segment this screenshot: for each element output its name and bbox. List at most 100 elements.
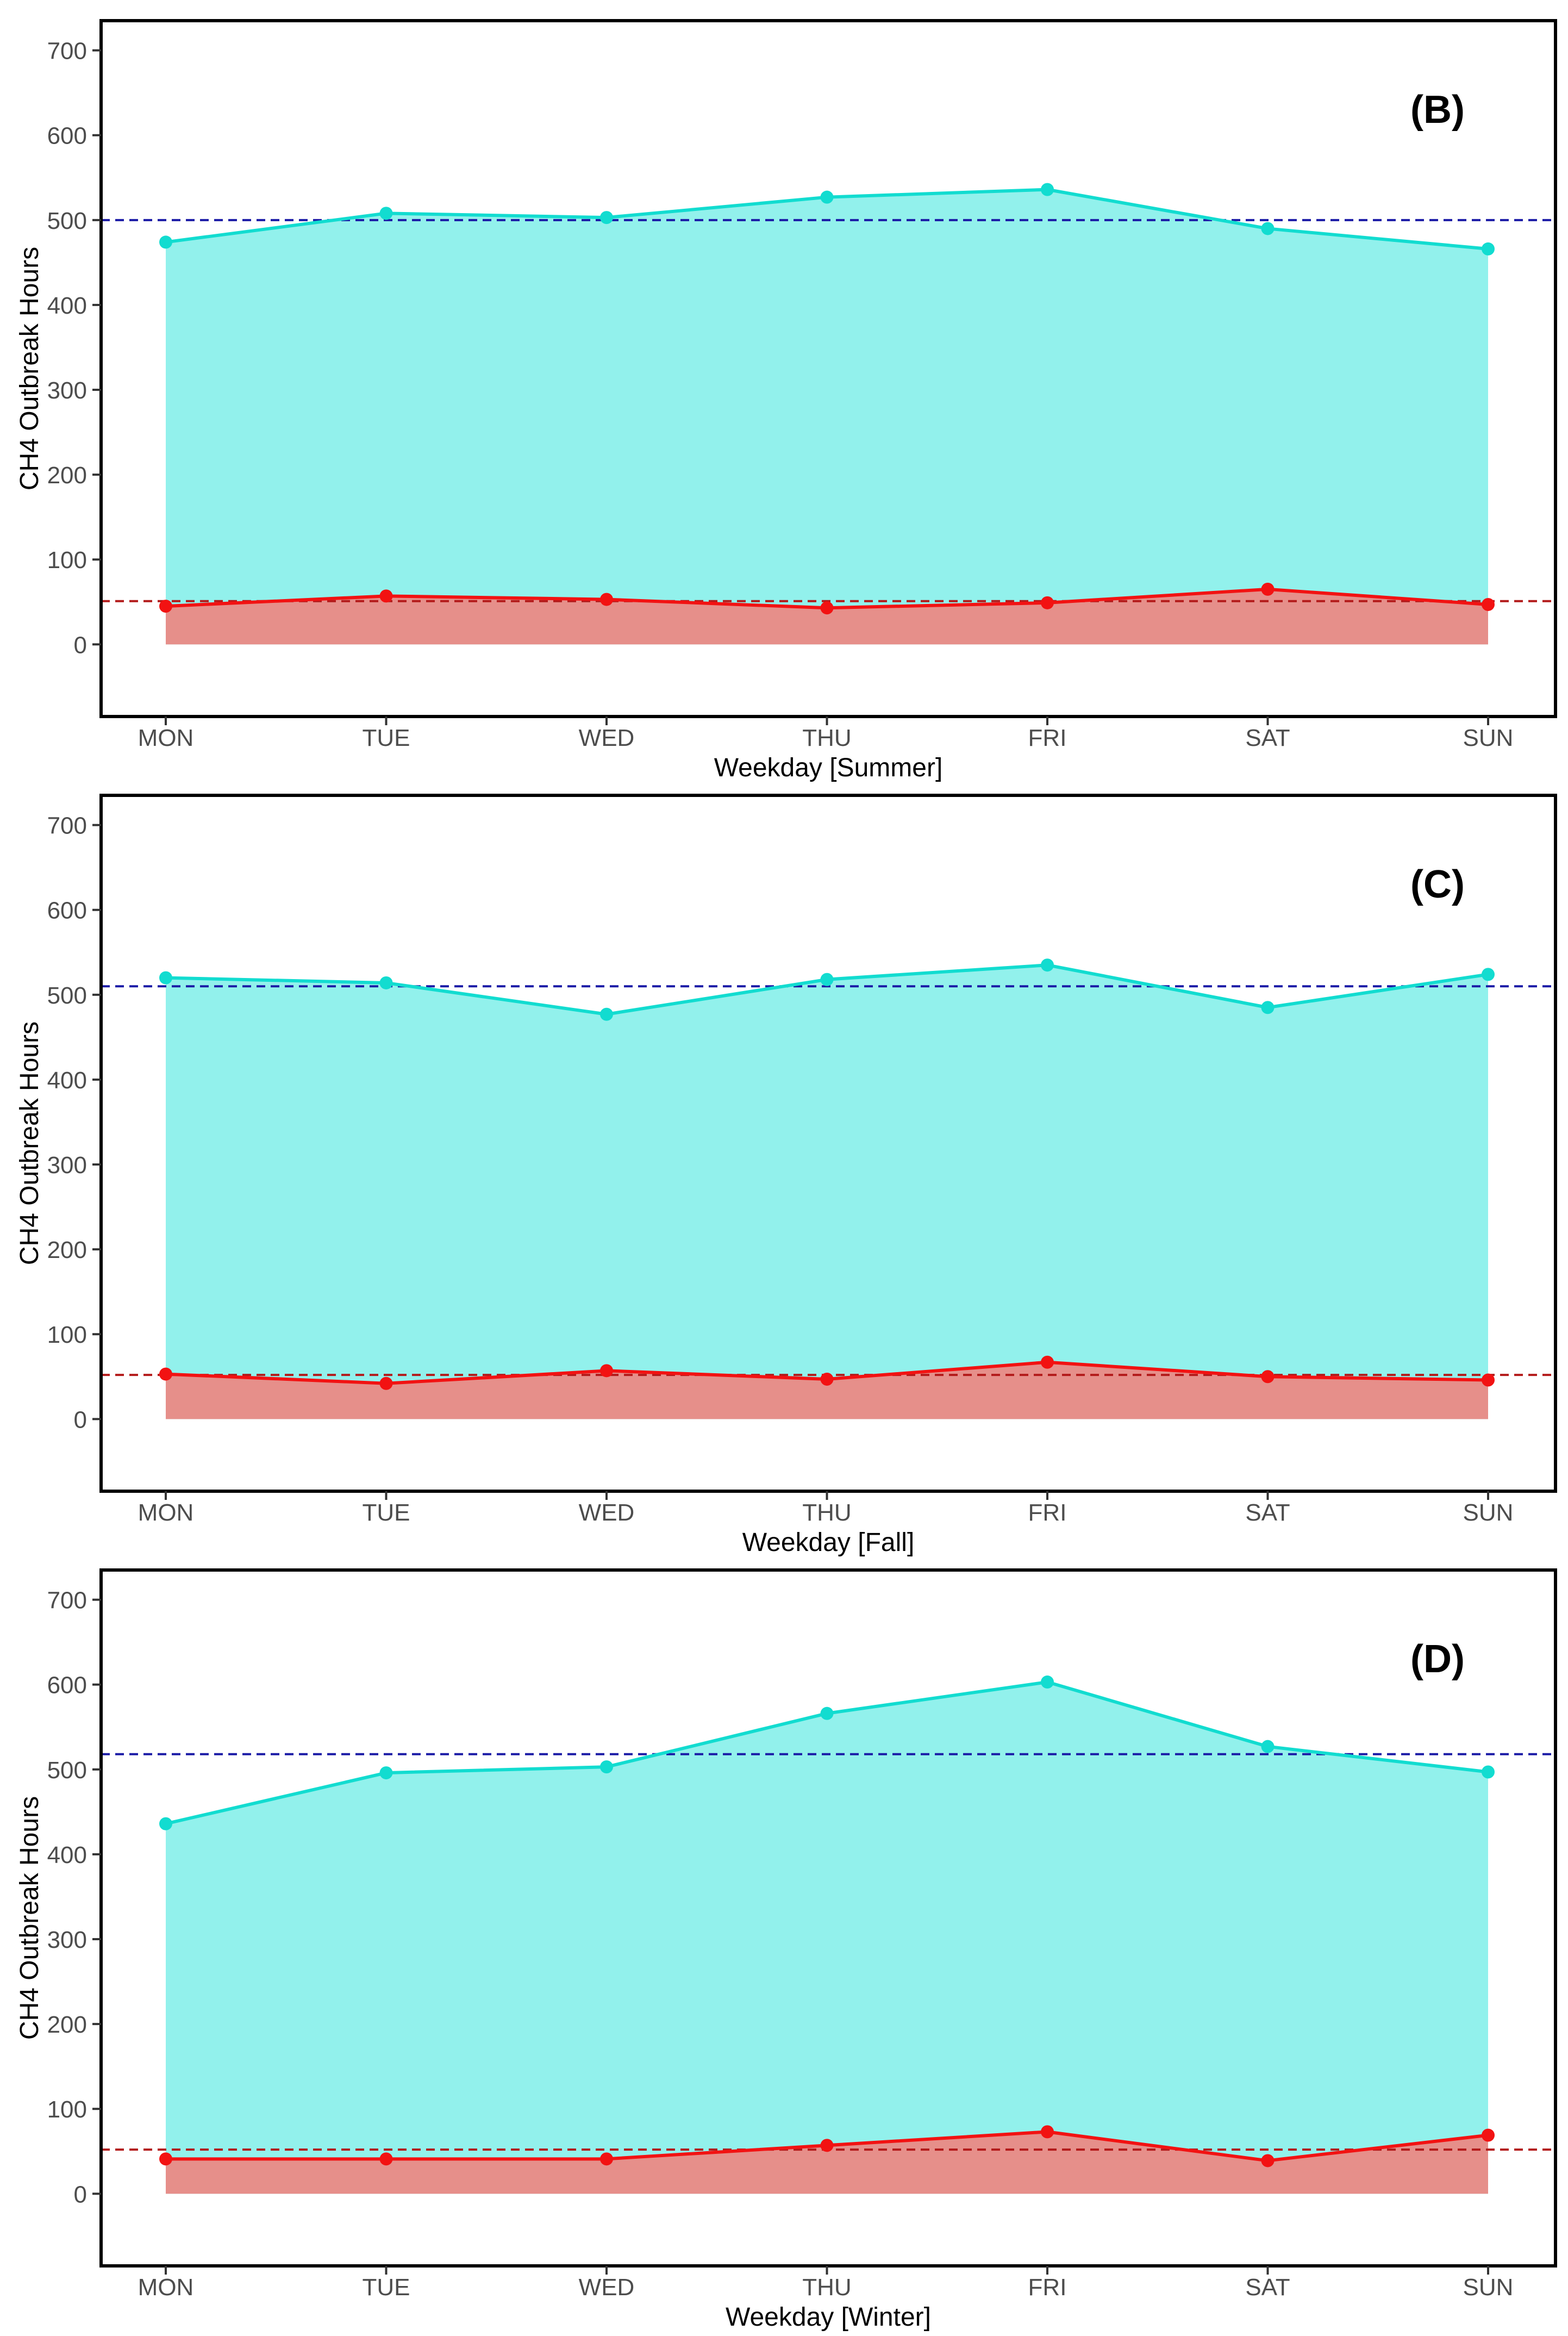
data-point-low-fri: [1041, 2125, 1054, 2139]
y-tick-label: 100: [47, 1322, 87, 1348]
panel-label: (C): [1410, 863, 1465, 906]
area-fills: [166, 1682, 1488, 2194]
y-tick-label: 700: [47, 38, 87, 65]
x-tick-label: MON: [138, 2274, 194, 2301]
x-tick-label: TUE: [363, 725, 410, 751]
x-tick-label: FRI: [1028, 725, 1067, 751]
y-axis-label: CH4 Outbreak Hours: [15, 1021, 44, 1265]
x-axis-label: Weekday [Fall]: [742, 1528, 915, 1557]
y-tick-label: 700: [47, 1587, 87, 1614]
data-point-high-wed: [600, 211, 613, 225]
data-point-high-sat: [1261, 222, 1275, 235]
y-tick-label: 100: [47, 2096, 87, 2123]
area-fill-low: [166, 589, 1488, 645]
data-point-high-mon: [159, 971, 172, 985]
area-fill-high: [166, 189, 1488, 645]
x-tick-label: WED: [579, 725, 635, 751]
y-tick-label: 700: [47, 813, 87, 839]
data-point-low-thu: [820, 2139, 834, 2152]
y-tick-label: 400: [47, 292, 87, 319]
data-point-high-thu: [820, 973, 834, 986]
area-fill-low: [166, 1362, 1488, 1419]
area-fills: [166, 189, 1488, 645]
area-fills: [166, 965, 1488, 1419]
x-tick-label: WED: [579, 1499, 635, 1526]
x-tick-label: THU: [802, 725, 851, 751]
y-tick-label: 300: [47, 377, 87, 404]
y-axis-label: CH4 Outbreak Hours: [15, 1796, 44, 2040]
data-point-high-sat: [1261, 1001, 1275, 1014]
x-tick-label: SUN: [1463, 2274, 1514, 2301]
y-tick-label: 500: [47, 982, 87, 1009]
data-point-high-mon: [159, 1817, 172, 1830]
y-tick-label: 0: [74, 2181, 87, 2208]
area-fill-high: [166, 965, 1488, 1419]
data-point-high-wed: [600, 1007, 613, 1021]
y-tick-label: 200: [47, 1237, 87, 1263]
data-point-low-tue: [379, 589, 393, 603]
data-point-low-sun: [1482, 2128, 1495, 2142]
data-point-high-thu: [820, 1706, 834, 1720]
data-point-low-mon: [159, 600, 172, 613]
data-point-high-sun: [1482, 1765, 1495, 1779]
data-point-low-tue: [379, 1376, 393, 1390]
y-tick-label: 500: [47, 208, 87, 234]
x-tick-label: SAT: [1245, 1499, 1290, 1526]
data-point-low-wed: [600, 1364, 613, 1378]
panel-label: (B): [1410, 88, 1465, 132]
data-point-low-sat: [1261, 1370, 1275, 1384]
x-tick-label: MON: [138, 725, 194, 751]
x-tick-label: WED: [579, 2274, 635, 2301]
data-point-low-thu: [820, 601, 834, 615]
area-fill-high: [166, 1682, 1488, 2194]
data-point-low-sat: [1261, 582, 1275, 596]
data-point-low-fri: [1041, 1355, 1054, 1369]
data-point-low-mon: [159, 2152, 172, 2166]
data-point-high-tue: [379, 976, 393, 989]
x-tick-label: SAT: [1245, 725, 1290, 751]
y-tick-label: 200: [47, 462, 87, 489]
panel-label: (D): [1410, 1637, 1465, 1681]
data-point-high-fri: [1041, 1675, 1054, 1689]
data-point-high-thu: [820, 190, 834, 204]
data-point-low-tue: [379, 2152, 393, 2166]
x-tick-label: MON: [138, 1499, 194, 1526]
y-tick-label: 300: [47, 1927, 87, 1953]
y-axis-label: CH4 Outbreak Hours: [15, 247, 44, 490]
plot-frame: [99, 19, 1557, 718]
data-point-high-tue: [379, 1766, 393, 1780]
y-tick-label: 500: [47, 1757, 87, 1784]
panel-winter: 0 100 200 300 400 500 600 700 MON TUE WED THU FRI SAT…: [15, 1568, 1557, 2332]
panel-fall: 0 100 200 300 400 500 600 700 MON TUE WED THU FRI SAT…: [15, 794, 1557, 1557]
x-tick-label: FRI: [1028, 1499, 1067, 1526]
data-point-high-sat: [1261, 1740, 1275, 1753]
data-point-low-fri: [1041, 596, 1054, 609]
data-point-low-thu: [820, 1372, 834, 1386]
y-tick-label: 600: [47, 898, 87, 924]
y-tick-label: 200: [47, 2011, 87, 2038]
y-tick-label: 0: [74, 1406, 87, 1433]
x-axis-label: Weekday [Summer]: [714, 753, 943, 782]
x-tick-label: TUE: [363, 1499, 410, 1526]
data-point-high-fri: [1041, 958, 1054, 972]
y-tick-label: 400: [47, 1842, 87, 1868]
y-tick-label: 0: [74, 632, 87, 658]
data-point-low-mon: [159, 1367, 172, 1381]
plot-frame: [99, 1568, 1557, 2268]
data-point-high-mon: [159, 235, 172, 249]
data-point-high-sun: [1482, 968, 1495, 981]
x-tick-label: SUN: [1463, 725, 1514, 751]
x-tick-label: THU: [802, 1499, 851, 1526]
data-point-low-wed: [600, 2152, 613, 2166]
y-tick-label: 600: [47, 123, 87, 149]
data-point-low-sun: [1482, 1373, 1495, 1387]
x-tick-label: THU: [802, 2274, 851, 2301]
data-point-high-wed: [600, 1760, 613, 1774]
x-tick-label: FRI: [1028, 2274, 1067, 2301]
data-point-high-fri: [1041, 183, 1054, 196]
x-axis-label: Weekday [Winter]: [726, 2303, 931, 2332]
x-tick-label: SUN: [1463, 1499, 1514, 1526]
x-tick-label: SAT: [1245, 2274, 1290, 2301]
data-point-high-sun: [1482, 242, 1495, 256]
